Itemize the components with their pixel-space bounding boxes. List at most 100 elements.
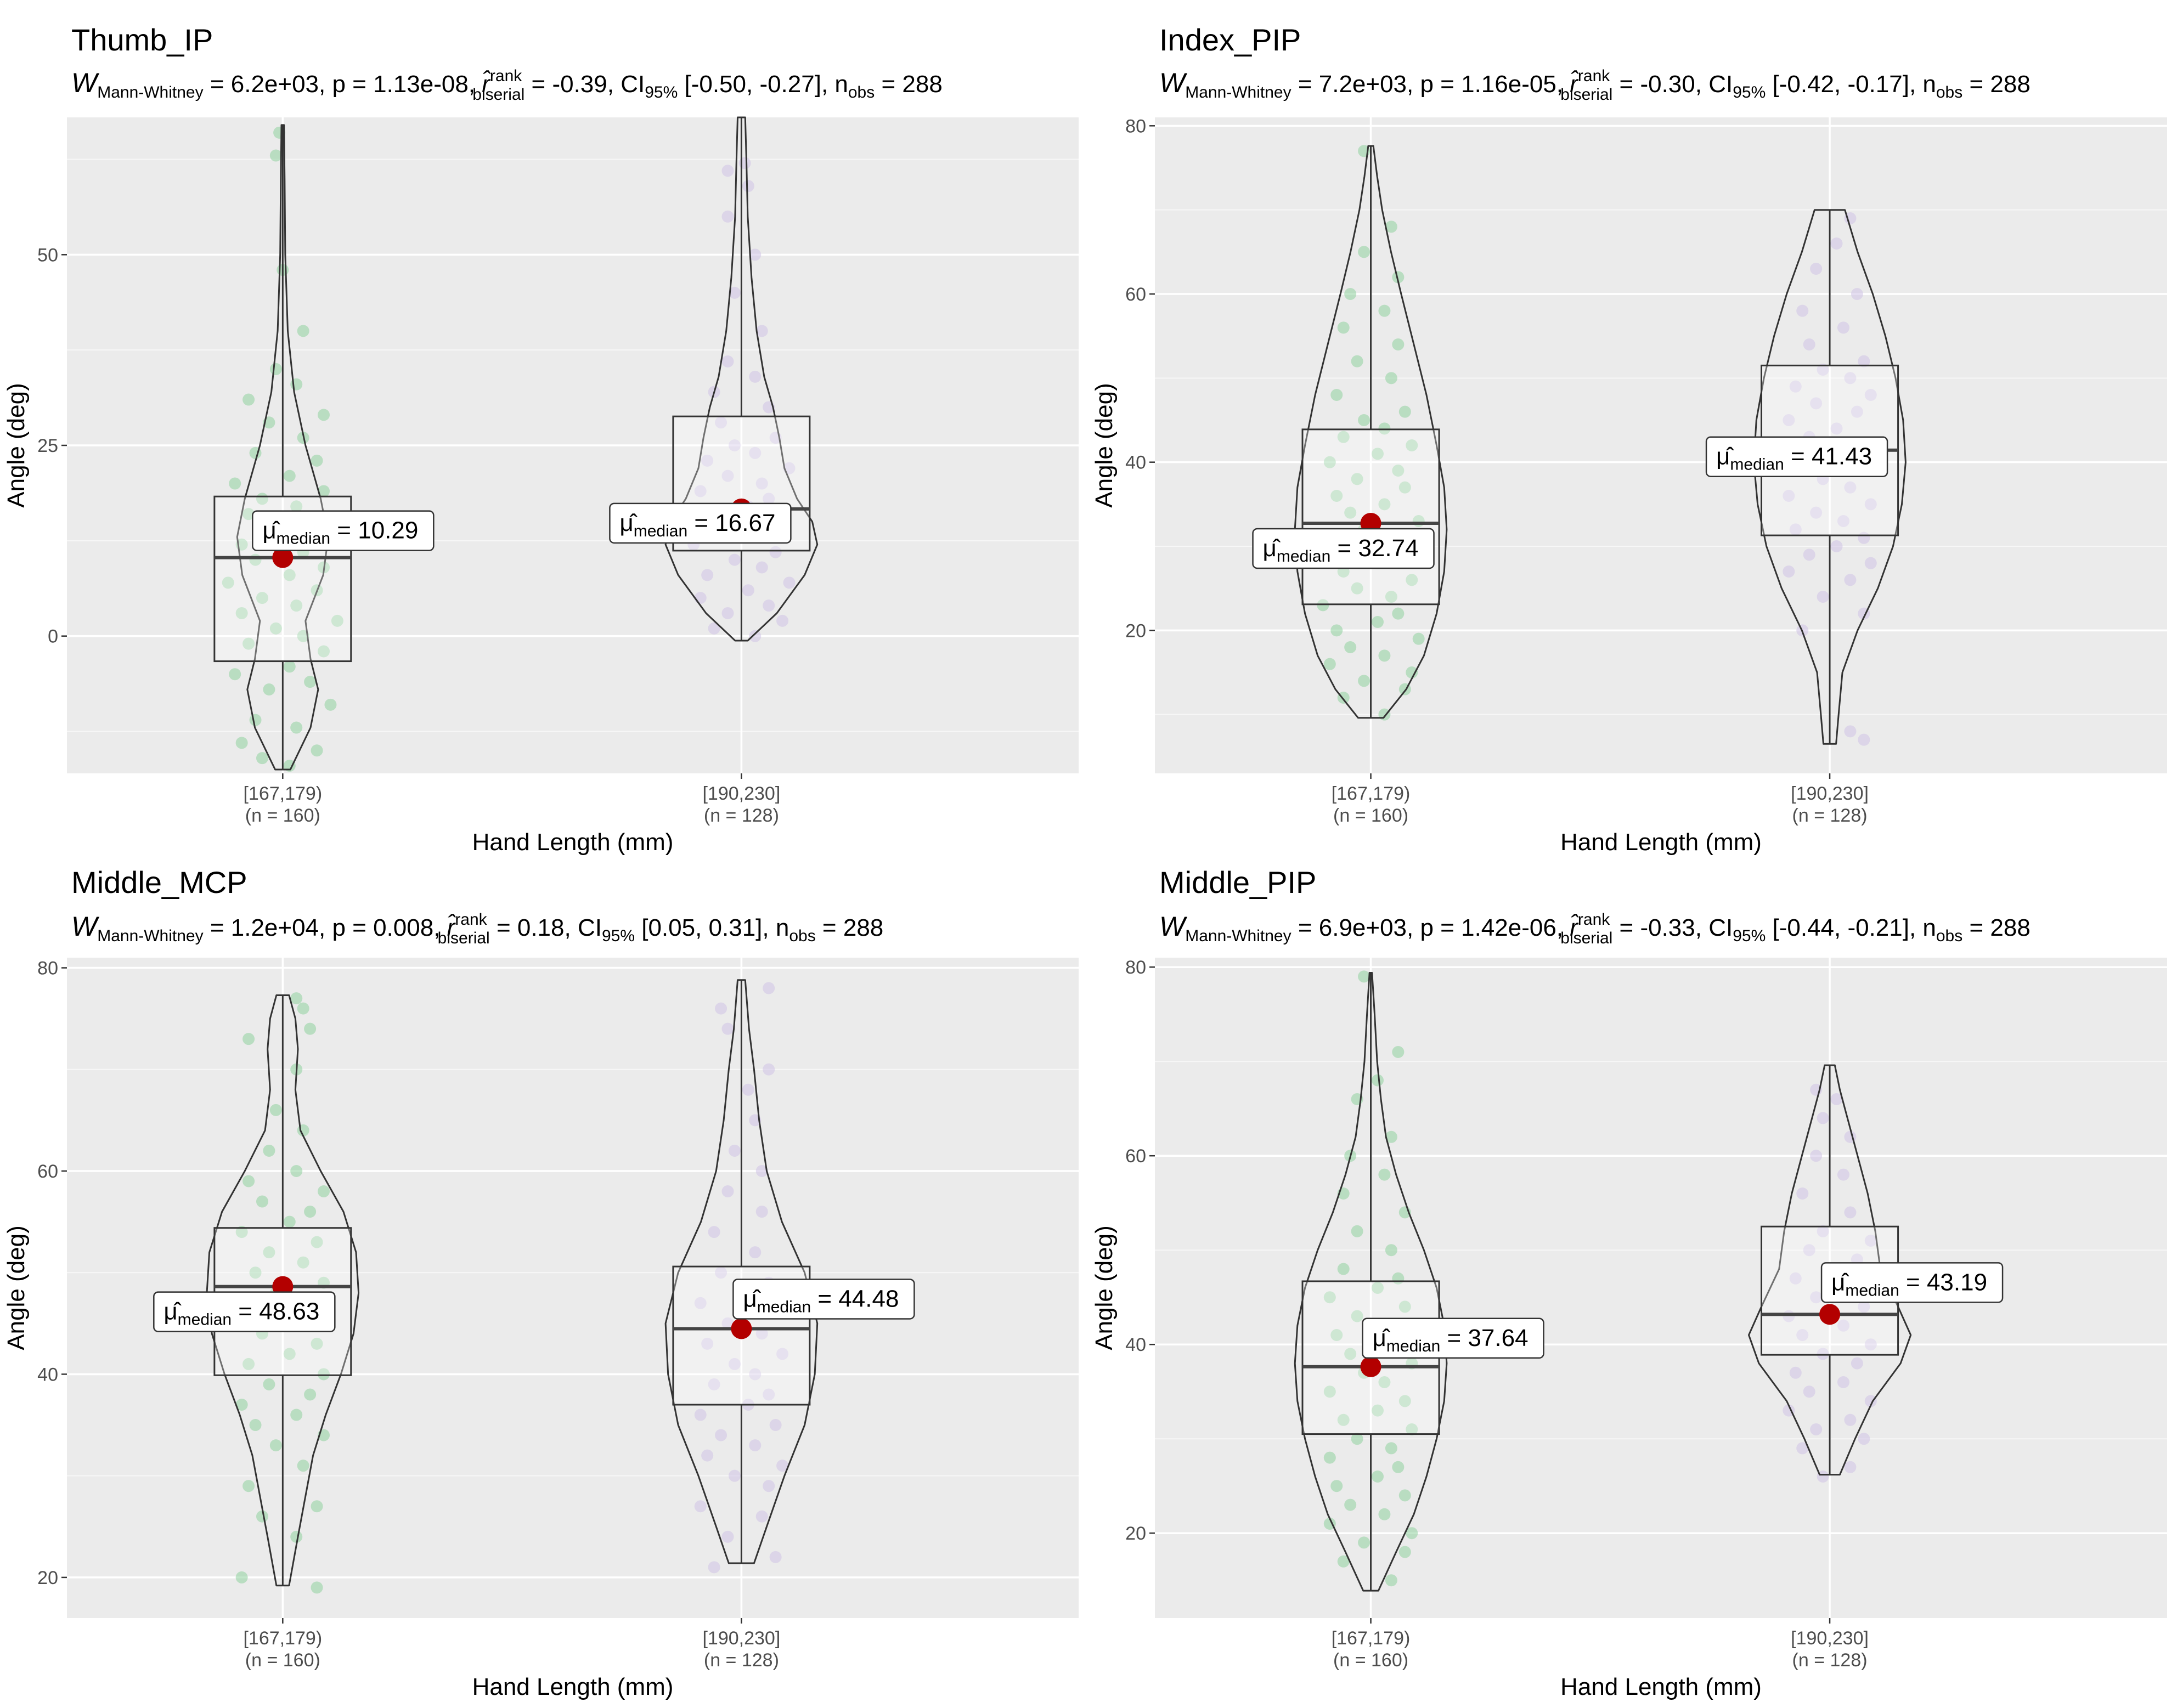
- data-point: [249, 1419, 262, 1432]
- x-tick-label: [190,230]: [702, 783, 780, 804]
- data-point: [1858, 733, 1870, 746]
- data-point: [769, 546, 782, 558]
- data-point: [1830, 422, 1843, 435]
- data-point: [1810, 1423, 1823, 1435]
- data-point: [1344, 1498, 1357, 1511]
- data-point: [1337, 1555, 1350, 1568]
- data-point: [1796, 1329, 1809, 1341]
- data-point: [249, 1266, 262, 1279]
- data-point: [755, 477, 768, 490]
- y-axis-title: Angle (deg): [1091, 1225, 1118, 1350]
- data-point: [1796, 1442, 1809, 1455]
- data-point: [1844, 725, 1857, 738]
- median-label-box: [1820, 1262, 2004, 1303]
- data-point: [1406, 1423, 1418, 1435]
- data-point: [1412, 632, 1425, 645]
- group-0: μ̂median = 32.74: [1252, 145, 1448, 721]
- data-point: [1789, 1272, 1802, 1285]
- data-point: [1392, 1046, 1405, 1058]
- median-label: μ̂median = 16.67: [619, 510, 775, 540]
- data-point: [708, 1226, 720, 1238]
- data-point: [1406, 1527, 1418, 1540]
- data-point: [1810, 1291, 1823, 1304]
- data-point: [1371, 1074, 1384, 1087]
- data-point: [1323, 1291, 1336, 1304]
- data-point: [1796, 1187, 1809, 1200]
- median-label-box: [1252, 528, 1435, 569]
- data-point: [1864, 557, 1877, 569]
- median-label-sub: median: [634, 522, 687, 540]
- x-tick-label: [190,230]: [1791, 783, 1869, 804]
- data-point: [721, 607, 734, 619]
- data-point: [235, 1399, 248, 1411]
- data-point: [1378, 649, 1391, 662]
- data-point: [1398, 1395, 1411, 1407]
- data-point: [742, 1083, 754, 1096]
- data-point: [331, 614, 343, 627]
- data-point: [721, 1317, 734, 1330]
- data-point: [235, 1226, 248, 1238]
- data-point: [721, 1185, 734, 1198]
- data-point: [1817, 1225, 1829, 1237]
- data-point: [694, 1409, 707, 1421]
- data-point: [1378, 422, 1391, 435]
- data-point: [1837, 321, 1849, 334]
- median-label-sub: median: [1730, 456, 1784, 474]
- data-point: [263, 1246, 275, 1259]
- x-tick-label: [167,179): [243, 1628, 322, 1649]
- data-point: [1358, 970, 1371, 983]
- data-point: [776, 1460, 789, 1472]
- median-label-value: = 41.43: [1784, 443, 1872, 470]
- data-point: [701, 454, 714, 467]
- data-point: [1337, 1263, 1350, 1275]
- data-point: [1406, 666, 1418, 678]
- data-point: [324, 698, 337, 711]
- data-point: [715, 1002, 727, 1015]
- data-point: [783, 576, 796, 589]
- stat-w: W: [71, 67, 100, 98]
- data-point: [1406, 574, 1418, 586]
- data-point: [1398, 1300, 1411, 1313]
- data-point: [1837, 1319, 1849, 1332]
- data-point: [290, 1530, 303, 1543]
- stat-ci-sub: 95%: [1733, 83, 1766, 101]
- data-point: [749, 630, 762, 642]
- x-tick-label: [167,179): [243, 783, 322, 804]
- data-point: [1837, 1376, 1849, 1388]
- data-point: [1344, 1348, 1357, 1360]
- x-tick-label: [167,179): [1332, 1628, 1411, 1649]
- data-point: [721, 1530, 734, 1543]
- data-point: [1344, 506, 1357, 519]
- x-tick-n-label: (n = 160): [1333, 805, 1408, 826]
- panel-thumb-ip: Thumb_IP WMann-Whitney = 6.2e+03, p = 1.1…: [3, 22, 1079, 856]
- median-label-sub: median: [1386, 1337, 1440, 1355]
- data-point: [728, 553, 741, 566]
- data-point: [269, 1104, 282, 1116]
- data-point: [1330, 490, 1343, 502]
- data-point: [235, 737, 248, 749]
- y-tick-label: 0: [48, 626, 58, 647]
- violin-outline: [236, 124, 329, 771]
- data-point: [1323, 456, 1336, 468]
- stat-ci-rest: [-0.50, -0.27], n: [678, 71, 848, 98]
- stat-n-sub: obs: [848, 83, 875, 101]
- data-point: [715, 416, 727, 429]
- stat-w-sub: Mann-Whitney: [97, 927, 203, 945]
- group-1: μ̂median = 41.43: [1705, 209, 1907, 746]
- median-label-box: [732, 1279, 915, 1320]
- median-label: μ̂median = 41.43: [1716, 443, 1872, 474]
- stat-w-sub: Mann-Whitney: [1185, 83, 1291, 101]
- x-tick-n-label: (n = 128): [704, 805, 779, 826]
- data-point: [290, 1164, 303, 1177]
- violin-outline: [1294, 972, 1448, 1592]
- data-point: [701, 1449, 714, 1462]
- stat-n-sub: obs: [1936, 83, 1962, 101]
- group-0: μ̂median = 48.63: [153, 992, 360, 1594]
- stat-r: r̂: [447, 913, 456, 941]
- x-tick-n-label: (n = 160): [245, 1650, 320, 1671]
- panel-title: Middle_MCP: [71, 865, 247, 900]
- stat-ci-rest: [0.05, 0.31], n: [635, 914, 789, 941]
- data-point: [763, 1388, 775, 1401]
- stat-w: W: [1159, 67, 1188, 98]
- data-point: [318, 1368, 330, 1381]
